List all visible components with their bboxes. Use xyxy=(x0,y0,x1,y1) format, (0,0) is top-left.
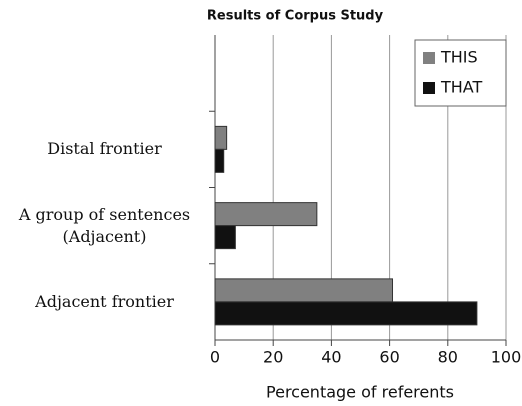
bar xyxy=(214,225,236,250)
bar xyxy=(214,202,318,227)
chart-title: Results of Corpus Study xyxy=(207,9,384,24)
bar xyxy=(214,125,228,150)
legend-swatch xyxy=(423,52,435,64)
x-tick-label: 20 xyxy=(263,348,283,367)
legend-box xyxy=(414,39,507,107)
legend-swatch xyxy=(423,82,435,94)
x-tick-label: 40 xyxy=(321,348,341,367)
x-axis-label: Percentage of referents xyxy=(266,383,454,402)
y-tick-label: Distal frontier xyxy=(47,139,162,159)
bar xyxy=(214,278,394,303)
x-tick-label: 80 xyxy=(438,348,458,367)
bar xyxy=(214,301,478,326)
legend-label: THIS xyxy=(440,48,478,67)
y-tick-label: A group of sentences (Adjacent) xyxy=(18,204,191,246)
legend-label: THAT xyxy=(440,78,483,97)
x-tick-label: 0 xyxy=(210,348,220,367)
x-tick-label: 60 xyxy=(379,348,399,367)
bar xyxy=(214,148,225,173)
y-tick-label: Adjacent frontier xyxy=(35,291,174,311)
x-tick-label: 100 xyxy=(491,348,522,367)
